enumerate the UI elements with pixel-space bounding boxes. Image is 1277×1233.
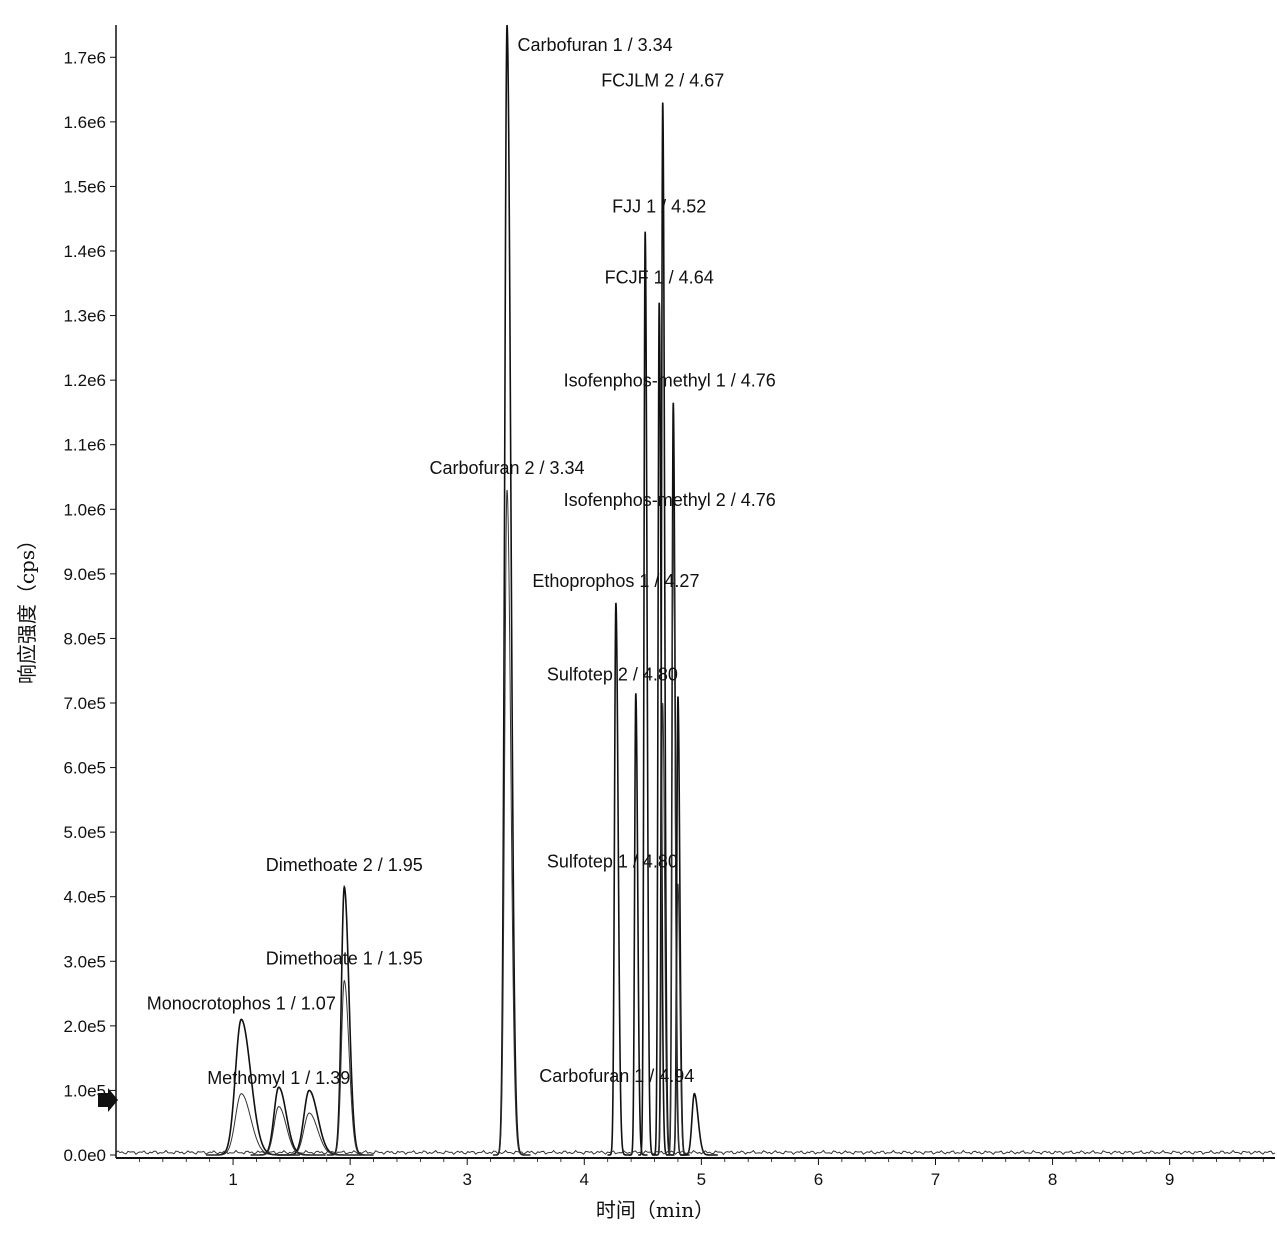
x-axis-title: 时间（min） [596, 1198, 714, 1222]
peak-trace [607, 602, 630, 1156]
peak-trace [670, 696, 690, 1156]
y-tick-label: 2.0e5 [63, 1017, 106, 1036]
peak-label: Carbofuran 1 / 4.94 [539, 1066, 694, 1086]
traces [115, 24, 1276, 1156]
peak-trace [326, 979, 374, 1156]
peak-label: Dimethoate 2 / 1.95 [266, 855, 423, 875]
y-tick-label: 1.2e6 [63, 371, 106, 390]
y-axis-title: 响应强度（cps） [15, 530, 39, 684]
peak-label: Carbofuran 2 / 3.34 [429, 458, 584, 478]
peak-label: Methomyl 1 / 1.39 [207, 1068, 350, 1088]
x-tick-label: 5 [697, 1170, 706, 1189]
peak-annotations: Carbofuran 1 / 3.34 FCJLM 2 / 4.67 FJJ 1 /… [147, 35, 776, 1088]
peak-label: Monocrotophos 1 / 1.07 [147, 994, 336, 1014]
x-tick-label: 6 [814, 1170, 823, 1189]
x-tick-label: 3 [462, 1170, 471, 1189]
peak-label: FCJLM 2 / 4.67 [601, 70, 724, 90]
x-tick-label: 9 [1165, 1170, 1174, 1189]
x-tick-label: 1 [228, 1170, 237, 1189]
peak-label: Dimethoate 1 / 1.95 [266, 949, 423, 969]
peak-label: FCJF 1 / 4.64 [605, 267, 714, 287]
peak-label: Sulfotep 2 / 4.80 [547, 664, 678, 684]
y-tick-label: 8.0e5 [63, 629, 106, 648]
peak-trace [277, 1089, 362, 1156]
peak-label: Carbofuran 1 / 3.34 [518, 35, 673, 55]
y-tick-label: 0.0e0 [63, 1146, 106, 1165]
peak-trace [492, 24, 531, 1156]
peak-label: FJJ 1 / 4.52 [612, 196, 706, 216]
y-tick-label: 7.0e5 [63, 694, 106, 713]
axes: 0.0e0 1.0e5 2.0e5 3.0e5 4.0e5 5.0e5 6.0e5 7.0e5… [63, 25, 1275, 1189]
y-tick-label: 5.0e5 [63, 823, 106, 842]
y-tick-label: 6.0e5 [63, 759, 106, 778]
y-tick-label: 3.0e5 [63, 952, 106, 971]
y-tick-label: 9.0e5 [63, 565, 106, 584]
y-tick-label: 1.6e6 [63, 113, 106, 132]
peak-trace [680, 1092, 718, 1156]
x-tick-label: 4 [580, 1170, 589, 1189]
y-tick-label: 1.0e6 [63, 500, 106, 519]
y-tick-label: 1.5e6 [63, 177, 106, 196]
peak-label: Isofenphos-methyl 2 / 4.76 [564, 490, 776, 510]
x-tick-label: 2 [345, 1170, 354, 1189]
peak-trace [277, 1112, 362, 1156]
x-tick-label: 7 [931, 1170, 940, 1189]
baseline-marker-icon [98, 1088, 118, 1112]
y-tick-label: 1.1e6 [63, 436, 106, 455]
baseline-trace [115, 1149, 1276, 1156]
y-tick-label: 1.0e5 [63, 1081, 106, 1100]
y-tick-label: 1.7e6 [63, 48, 106, 67]
x-tick-label: 8 [1048, 1170, 1057, 1189]
y-tick-label: 1.4e6 [63, 242, 106, 261]
peak-label: Ethoprophos 1 / 4.27 [532, 571, 699, 591]
y-tick-label: 1.3e6 [63, 307, 106, 326]
peak-label: Sulfotep 1 / 4.80 [547, 852, 678, 872]
peak-trace [326, 884, 374, 1156]
peak-label: Isofenphos-methyl 1 / 4.76 [564, 371, 776, 391]
y-tick-label: 4.0e5 [63, 888, 106, 907]
peak-trace [250, 1106, 326, 1156]
